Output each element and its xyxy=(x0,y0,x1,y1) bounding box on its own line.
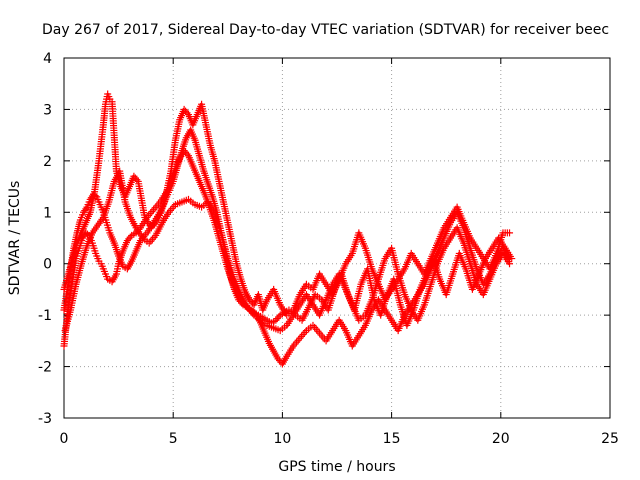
y-axis-label: SDTVAR / TECUs xyxy=(7,181,23,296)
y-tick-label: -3 xyxy=(38,411,52,427)
data-point xyxy=(82,205,90,213)
data-point xyxy=(183,150,191,158)
y-tick-label: 2 xyxy=(43,154,52,170)
data-point xyxy=(506,260,514,268)
x-tick-label: 0 xyxy=(60,431,69,447)
data-point xyxy=(83,230,91,238)
y-tick-label: -1 xyxy=(38,308,52,324)
data-point xyxy=(506,229,514,237)
plot-frame xyxy=(63,57,611,419)
axis-ticks: 0 5 10 15 20 25 -3 -2 -1 0 1 2 3 4 xyxy=(38,51,619,447)
x-tick-label: 20 xyxy=(492,431,510,447)
x-tick-label: 15 xyxy=(383,431,401,447)
data-point xyxy=(275,313,283,321)
y-tick-label: 3 xyxy=(43,102,52,118)
data-point xyxy=(126,233,134,241)
y-tick-label: 4 xyxy=(43,51,52,67)
x-axis-label: GPS time / hours xyxy=(278,459,395,475)
data-point xyxy=(133,176,141,184)
grid xyxy=(64,58,610,418)
x-tick-label: 25 xyxy=(601,431,619,447)
y-tick-label: 0 xyxy=(43,257,52,273)
chart-title: Day 267 of 2017, Sidereal Day-to-day VTE… xyxy=(42,22,609,38)
x-tick-label: 5 xyxy=(169,431,178,447)
y-tick-label: 1 xyxy=(43,205,52,221)
y-tick-label: -2 xyxy=(38,360,52,376)
data-point xyxy=(183,109,191,117)
x-tick-label: 10 xyxy=(273,431,291,447)
data-points xyxy=(60,90,516,368)
